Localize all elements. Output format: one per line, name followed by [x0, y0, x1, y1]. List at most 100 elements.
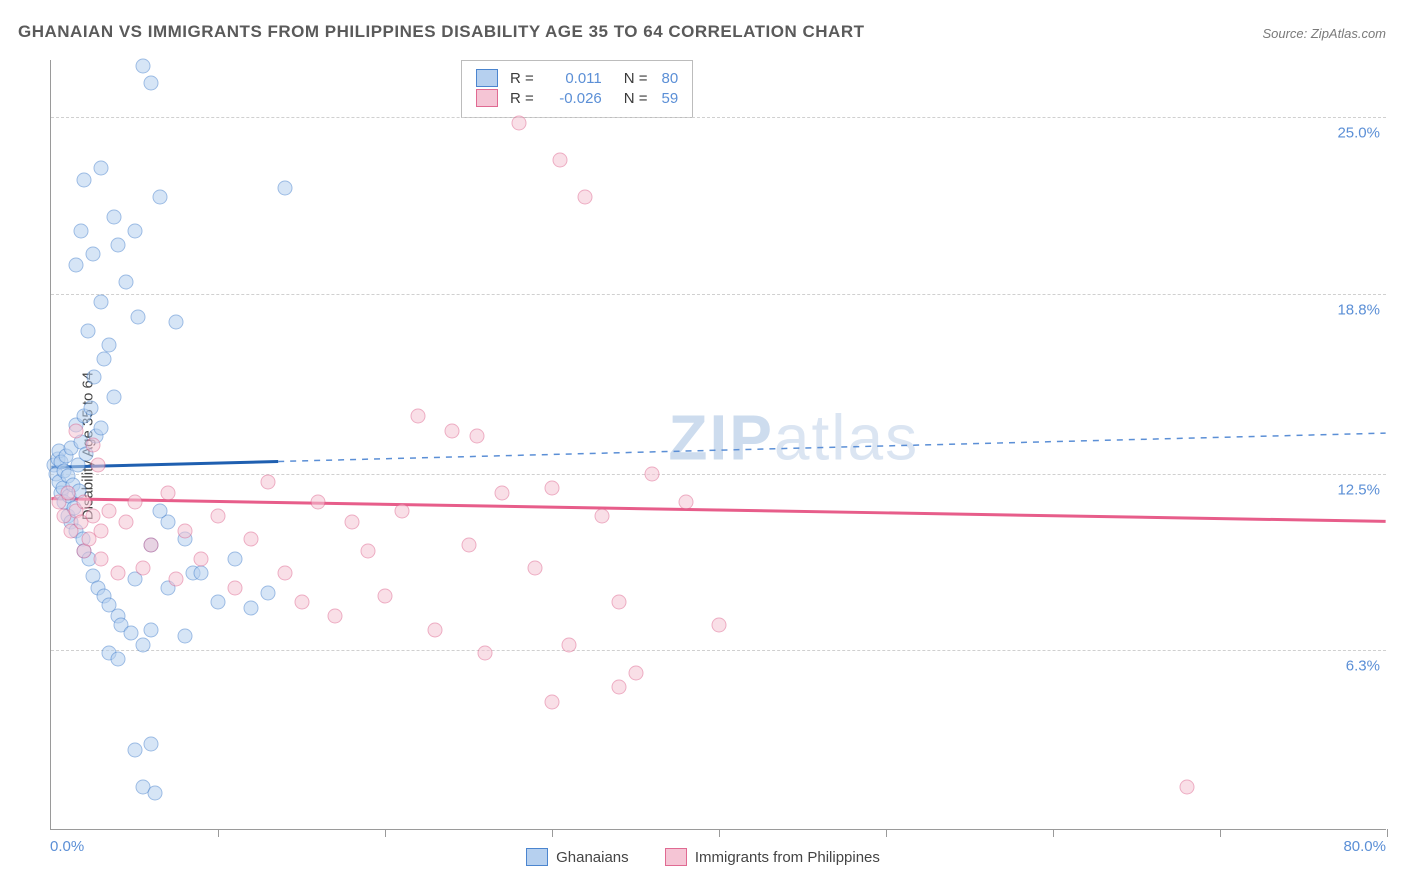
- data-point-philippines: [160, 486, 175, 501]
- data-point-philippines: [628, 666, 643, 681]
- data-point-philippines: [712, 617, 727, 632]
- data-point-philippines: [595, 509, 610, 524]
- data-point-philippines: [261, 475, 276, 490]
- swatch-philippines: [476, 89, 498, 107]
- data-point-philippines: [211, 509, 226, 524]
- data-point-philippines: [327, 609, 342, 624]
- data-point-philippines: [244, 532, 259, 547]
- data-point-philippines: [545, 480, 560, 495]
- data-point-philippines: [461, 537, 476, 552]
- bottom-legend: Ghanaians Immigrants from Philippines: [0, 848, 1406, 870]
- data-point-ghanaians: [87, 369, 102, 384]
- correlation-legend: R = 0.011 N = 80 R = -0.026 N = 59: [461, 60, 693, 118]
- legend-r-value-ghanaians: 0.011: [542, 70, 602, 87]
- data-point-ghanaians: [119, 275, 134, 290]
- y-tick-label: 12.5%: [1337, 481, 1380, 498]
- data-point-philippines: [511, 115, 526, 130]
- data-point-ghanaians: [135, 58, 150, 73]
- data-point-philippines: [169, 572, 184, 587]
- y-tick-label: 6.3%: [1346, 658, 1380, 675]
- plot-area: ZIPatlas R = 0.011 N = 80 R = -0.026 N =…: [50, 60, 1386, 830]
- data-point-philippines: [444, 423, 459, 438]
- data-point-ghanaians: [135, 637, 150, 652]
- x-tick: [1220, 829, 1221, 837]
- y-tick-label: 18.8%: [1337, 301, 1380, 318]
- data-point-ghanaians: [130, 309, 145, 324]
- data-point-philippines: [110, 566, 125, 581]
- x-tick: [218, 829, 219, 837]
- chart-container: GHANAIAN VS IMMIGRANTS FROM PHILIPPINES …: [0, 0, 1406, 892]
- data-point-philippines: [494, 486, 509, 501]
- legend-n-value-ghanaians: 80: [662, 70, 679, 87]
- data-point-philippines: [69, 423, 84, 438]
- data-point-philippines: [611, 594, 626, 609]
- gridline: [51, 650, 1386, 651]
- data-point-philippines: [294, 594, 309, 609]
- data-point-philippines: [227, 580, 242, 595]
- x-tick: [552, 829, 553, 837]
- data-point-philippines: [94, 523, 109, 538]
- gridline: [51, 474, 1386, 475]
- watermark: ZIPatlas: [668, 400, 919, 474]
- legend-row-philippines: R = -0.026 N = 59: [476, 89, 678, 107]
- data-point-ghanaians: [227, 552, 242, 567]
- x-tick: [385, 829, 386, 837]
- swatch-philippines: [665, 848, 687, 866]
- data-point-philippines: [135, 560, 150, 575]
- data-point-philippines: [177, 523, 192, 538]
- data-point-philippines: [578, 189, 593, 204]
- data-point-ghanaians: [85, 246, 100, 261]
- bottom-legend-philippines: Immigrants from Philippines: [665, 848, 880, 866]
- source-attribution: Source: ZipAtlas.com: [1262, 26, 1386, 41]
- data-point-philippines: [1179, 780, 1194, 795]
- chart-title: GHANAIAN VS IMMIGRANTS FROM PHILIPPINES …: [18, 22, 865, 42]
- data-point-ghanaians: [102, 338, 117, 353]
- data-point-philippines: [85, 509, 100, 524]
- swatch-ghanaians: [526, 848, 548, 866]
- data-point-philippines: [90, 457, 105, 472]
- bottom-legend-label-philippines: Immigrants from Philippines: [695, 849, 880, 866]
- data-point-ghanaians: [77, 172, 92, 187]
- data-point-ghanaians: [110, 651, 125, 666]
- watermark-prefix: ZIP: [668, 401, 774, 473]
- data-point-ghanaians: [261, 586, 276, 601]
- y-tick-label: 25.0%: [1337, 125, 1380, 142]
- data-point-ghanaians: [152, 189, 167, 204]
- data-point-ghanaians: [277, 181, 292, 196]
- data-point-philippines: [85, 438, 100, 453]
- legend-row-ghanaians: R = 0.011 N = 80: [476, 69, 678, 87]
- data-point-philippines: [545, 694, 560, 709]
- trend-lines: [51, 60, 1386, 829]
- data-point-philippines: [678, 495, 693, 510]
- data-point-philippines: [378, 589, 393, 604]
- data-point-philippines: [361, 543, 376, 558]
- data-point-ghanaians: [147, 785, 162, 800]
- data-point-philippines: [102, 503, 117, 518]
- data-point-philippines: [428, 623, 443, 638]
- data-point-ghanaians: [152, 503, 167, 518]
- x-tick: [1387, 829, 1388, 837]
- data-point-ghanaians: [94, 161, 109, 176]
- legend-r-label: R =: [510, 70, 534, 87]
- data-point-ghanaians: [80, 323, 95, 338]
- data-point-ghanaians: [110, 238, 125, 253]
- bottom-legend-label-ghanaians: Ghanaians: [556, 849, 629, 866]
- data-point-ghanaians: [127, 224, 142, 239]
- data-point-philippines: [119, 515, 134, 530]
- data-point-ghanaians: [69, 258, 84, 273]
- data-point-philippines: [561, 637, 576, 652]
- bottom-legend-ghanaians: Ghanaians: [526, 848, 629, 866]
- data-point-philippines: [144, 537, 159, 552]
- data-point-ghanaians: [74, 224, 89, 239]
- data-point-philippines: [311, 495, 326, 510]
- data-point-philippines: [611, 680, 626, 695]
- gridline: [51, 117, 1386, 118]
- data-point-ghanaians: [84, 400, 99, 415]
- data-point-ghanaians: [144, 75, 159, 90]
- data-point-ghanaians: [211, 594, 226, 609]
- data-point-ghanaians: [244, 600, 259, 615]
- data-point-philippines: [469, 429, 484, 444]
- data-point-ghanaians: [177, 629, 192, 644]
- data-point-philippines: [478, 646, 493, 661]
- data-point-philippines: [127, 495, 142, 510]
